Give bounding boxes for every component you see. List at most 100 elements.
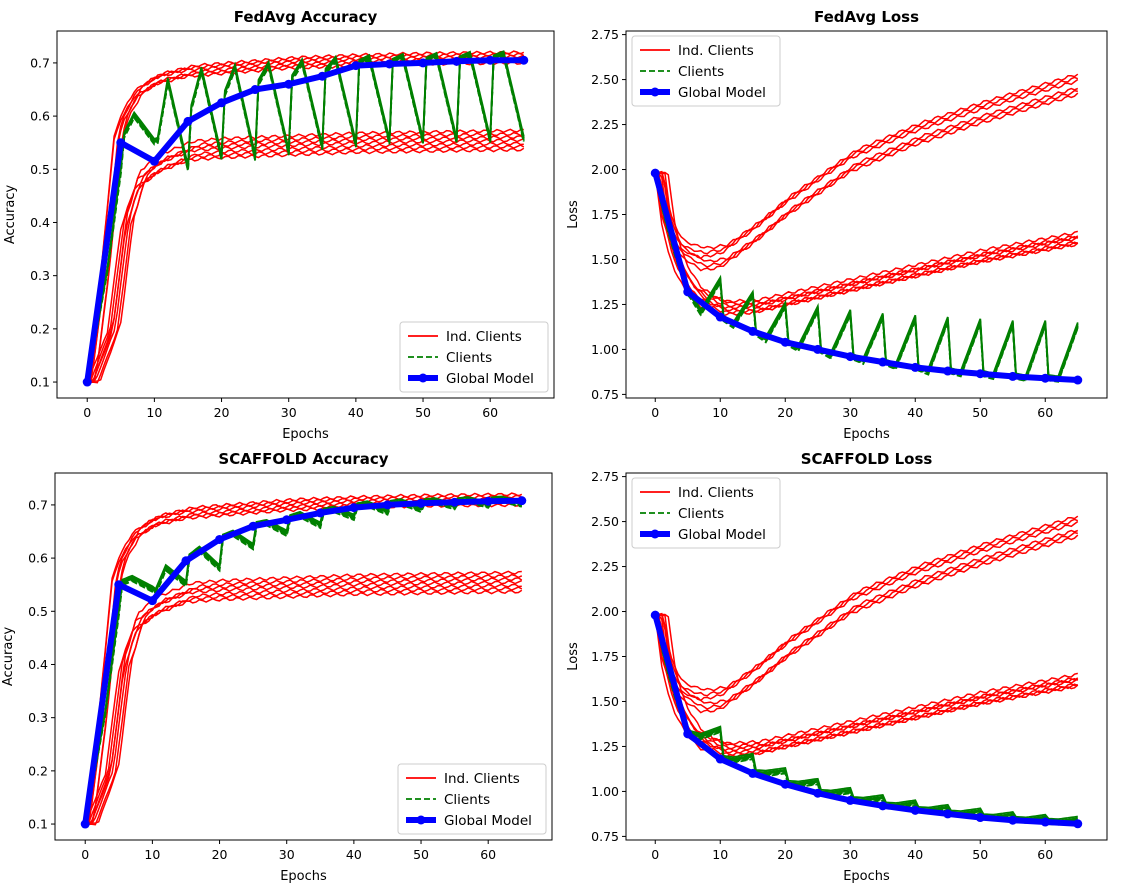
global-model-point [1073,376,1082,385]
y-tick-label: 0.4 [30,215,50,230]
global-model-point [417,499,426,508]
y-tick-label: 2.75 [591,27,619,42]
legend-marker [417,816,426,825]
legend-label: Global Model [678,85,766,101]
x-tick-label: 10 [144,847,160,862]
global-model-point [486,56,495,65]
x-tick-label: 0 [83,405,91,420]
panel-3: SCAFFOLD Accuracy0 10 20 30 40 50 600.10.20.30… [1,450,552,884]
y-tick-label: 2.50 [591,514,619,529]
legend: Ind. Clients Clients Global Model [632,478,780,548]
x-tick-label: 40 [907,847,923,862]
global-model-point [351,61,360,70]
y-tick-label: 1.00 [591,342,619,357]
global-model-point [419,58,428,67]
x-tick-label: 50 [972,405,988,420]
global-model-point [878,801,887,810]
chart-title: FedAvg Accuracy [234,8,378,26]
chart-title: SCAFFOLD Loss [801,450,933,468]
y-tick-label: 0.5 [28,604,48,619]
global-model-point [1041,374,1050,383]
global-model-point [683,287,692,296]
y-tick-label: 0.7 [28,497,48,512]
y-tick-label: 2.50 [591,72,619,87]
global-model-point [683,729,692,738]
x-tick-label: 60 [480,847,496,862]
global-model-point [976,369,985,378]
global-model-point [911,806,920,815]
global-model-point [846,352,855,361]
x-tick-label: 0 [651,405,659,420]
legend-label: Global Model [678,527,766,543]
y-tick-label: 0.75 [591,829,619,844]
y-axis-label: Loss [566,200,581,229]
x-tick-label: 20 [777,847,793,862]
y-tick-label: 0.2 [28,763,48,778]
legend-label: Ind. Clients [678,43,754,59]
global-model-point [781,780,790,789]
y-tick-label: 0.7 [30,55,50,70]
y-tick-label: 0.6 [30,109,50,124]
x-tick-label: 40 [348,405,364,420]
global-model-point [1041,818,1050,827]
y-tick-label: 1.75 [591,649,619,664]
y-tick-label: 0.2 [30,321,50,336]
y-tick-label: 0.3 [28,710,48,725]
global-model-point [249,522,258,531]
x-axis-label: Epochs [280,869,327,884]
global-model-point [748,327,757,336]
global-model-point [716,755,725,764]
global-model-point [813,789,822,798]
global-model-point [450,498,459,507]
global-model-point [316,508,325,517]
x-tick-label: 40 [346,847,362,862]
global-model-point [519,56,528,65]
x-tick-label: 30 [281,405,297,420]
chart-title: SCAFFOLD Accuracy [218,450,388,468]
legend-marker [651,530,660,539]
legend-label: Clients [444,792,490,808]
x-tick-label: 50 [415,405,431,420]
global-model-point [349,503,358,512]
global-model-point [651,169,660,178]
global-model-point [911,363,920,372]
x-tick-label: 0 [651,847,659,862]
legend-label: Ind. Clients [678,485,754,501]
global-model-point [716,313,725,322]
global-model-point [318,72,327,81]
global-model-point [781,338,790,347]
legend-label: Clients [678,64,724,80]
x-axis-label: Epochs [843,427,890,442]
x-tick-label: 30 [279,847,295,862]
chart-title: FedAvg Loss [814,8,919,26]
panel-1: FedAvg Accuracy 0 10 20 30 40 50 60 0.1 0.2 0.3 0.4… [3,8,554,442]
global-model-point [943,809,952,818]
global-model-point [81,820,90,829]
y-tick-label: 1.25 [591,297,619,312]
global-model-point [148,596,157,605]
x-tick-label: 10 [712,405,728,420]
global-model-point [385,59,394,68]
legend-label: Ind. Clients [444,771,520,787]
global-model-point [83,378,92,387]
global-model-point [1008,816,1017,825]
x-tick-label: 60 [1037,405,1053,420]
global-model-point [1008,372,1017,381]
legend-label: Global Model [446,371,534,387]
y-axis-label: Accuracy [1,627,16,687]
global-model-point [114,580,123,589]
legend: Ind. Clients Clients Global Model [400,322,548,392]
x-tick-label: 30 [842,847,858,862]
legend-label: Clients [678,506,724,522]
global-model-point [183,117,192,126]
x-tick-label: 40 [907,405,923,420]
x-tick-label: 60 [482,405,498,420]
y-tick-label: 1.50 [591,252,619,267]
global-model-point [217,98,226,107]
legend-label: Clients [446,350,492,366]
x-tick-label: 20 [777,405,793,420]
legend-marker [419,374,428,383]
x-tick-label: 50 [972,847,988,862]
x-axis-label: Epochs [282,427,329,442]
